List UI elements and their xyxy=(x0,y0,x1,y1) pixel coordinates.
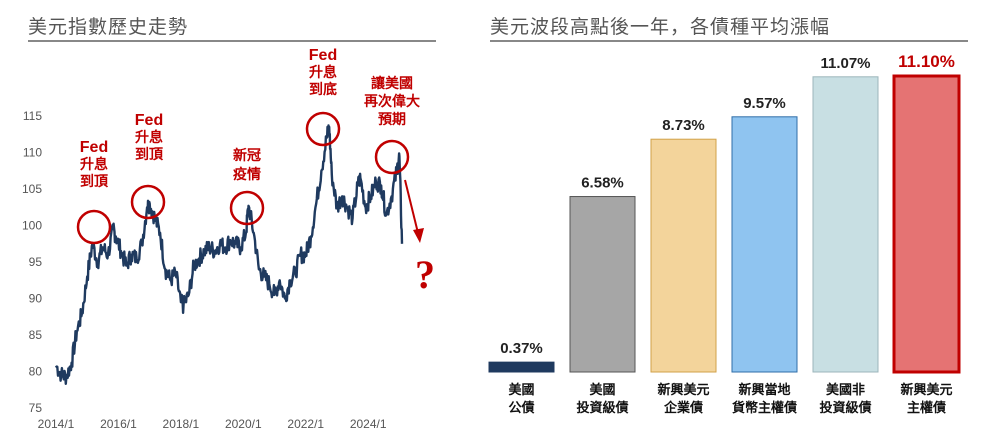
down-arrow-shaft xyxy=(404,179,419,234)
x-tick-label: 2024/1 xyxy=(350,417,387,431)
left-title-rule xyxy=(28,40,436,42)
highlight-circle xyxy=(305,111,341,147)
down-arrow-head xyxy=(413,228,424,243)
annotation-maga-line: 讓美國 xyxy=(371,75,413,92)
category-label-line: 投資級債 xyxy=(819,400,871,416)
highlight-circle xyxy=(76,209,112,245)
category-label-line: 貨幣主權債 xyxy=(732,400,797,416)
bar-value-label: 8.73% xyxy=(662,117,705,134)
bar xyxy=(731,116,798,373)
category-label-line: 新興美元 xyxy=(657,382,709,398)
y-tick-label: 75 xyxy=(29,401,43,415)
category-label-line: 投資級債 xyxy=(576,400,628,416)
category-label-line: 公債 xyxy=(508,400,534,416)
bar xyxy=(812,76,879,373)
annotation-fed-peak-2015-line: 到頂 xyxy=(80,174,109,190)
annotation-fed-peak-2016-line: Fed xyxy=(135,112,163,129)
question-mark: ? xyxy=(415,252,435,297)
category-label-line: 新興美元 xyxy=(900,382,952,398)
bar-value-label: 0.37% xyxy=(500,340,543,357)
bar-value-label: 11.10% xyxy=(898,52,955,71)
y-tick-label: 95 xyxy=(29,255,43,269)
highlight-circle xyxy=(229,190,265,226)
annotation-fed-peak-2016-line: 到頂 xyxy=(135,147,164,163)
y-tick-label: 100 xyxy=(22,219,42,233)
x-tick-label: 2018/1 xyxy=(163,417,200,431)
x-tick-label: 2016/1 xyxy=(100,417,137,431)
x-tick-label: 2022/1 xyxy=(287,417,324,431)
y-tick-label: 85 xyxy=(29,328,43,342)
left-chart-title: 美元指數歷史走勢 xyxy=(28,16,189,38)
bar xyxy=(892,74,961,374)
annotation-covid-line: 疫情 xyxy=(233,166,261,183)
annotation-fed-peak-2016-line: 升息 xyxy=(135,129,163,146)
category-label-line: 企業債 xyxy=(663,400,703,416)
category-label-line: 美國 xyxy=(589,382,615,398)
annotation-covid-line: 新冠 xyxy=(233,147,261,164)
y-tick-label: 115 xyxy=(23,109,42,123)
right-chart-title: 美元波段高點後一年，各債種平均漲幅 xyxy=(490,16,831,38)
annotation-fed-bottom-line: 到底 xyxy=(309,81,337,98)
x-tick-label: 2020/1 xyxy=(225,417,262,431)
annotation-maga-line: 再次偉大 xyxy=(364,93,420,110)
right-title-rule xyxy=(490,40,968,42)
bar xyxy=(650,138,717,373)
category-label-line: 新興當地 xyxy=(738,382,790,398)
bar-value-label: 9.57% xyxy=(743,95,786,112)
category-label-line: 主權債 xyxy=(907,400,946,416)
annotation-maga-line: 預期 xyxy=(378,112,406,128)
category-label-line: 美國 xyxy=(508,382,534,398)
bar-value-label: 6.58% xyxy=(581,175,624,192)
y-tick-label: 90 xyxy=(29,292,43,306)
annotation-fed-peak-2015-line: Fed xyxy=(80,139,108,156)
y-tick-label: 105 xyxy=(22,182,42,196)
dollar-index-line xyxy=(54,124,404,385)
category-label-line: 美國非 xyxy=(826,382,865,398)
bar-value-label: 11.07% xyxy=(820,55,870,72)
x-tick-label: 2014/1 xyxy=(38,417,75,431)
bar xyxy=(569,196,636,373)
annotation-fed-bottom-line: 升息 xyxy=(309,64,337,81)
y-tick-label: 80 xyxy=(29,365,43,379)
bar xyxy=(488,361,555,373)
highlight-circle xyxy=(130,184,166,220)
annotation-fed-bottom-line: Fed xyxy=(309,47,337,64)
highlight-circle xyxy=(374,139,410,175)
y-tick-label: 110 xyxy=(23,146,42,160)
annotation-fed-peak-2015-line: 升息 xyxy=(80,156,108,173)
